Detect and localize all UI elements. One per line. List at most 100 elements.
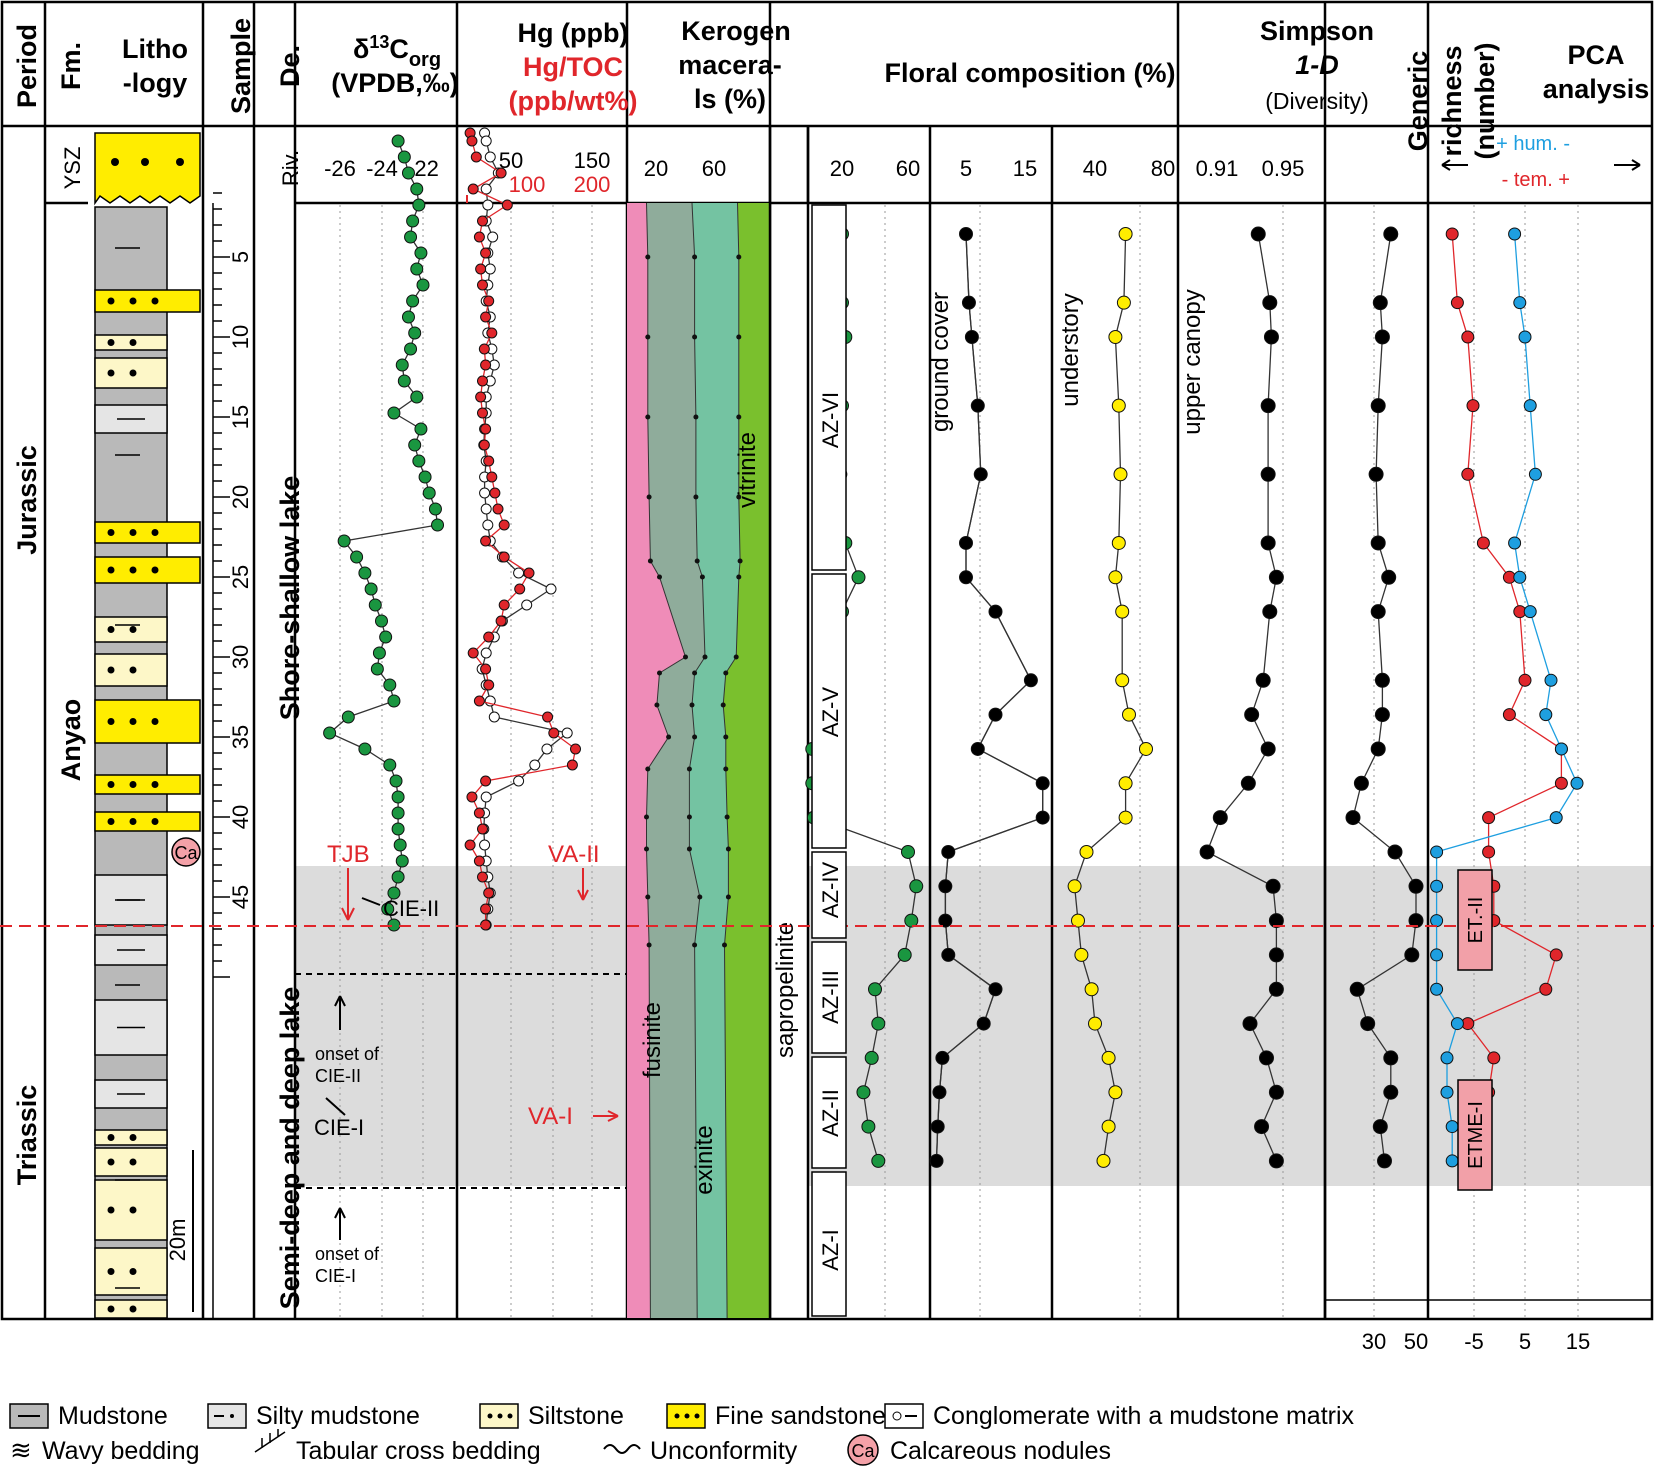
hgtoc-point <box>477 823 488 835</box>
upper-canopy-point <box>1101 1119 1116 1134</box>
hgtoc-tick-label: 100 <box>509 172 546 197</box>
kerogen-point <box>646 942 652 948</box>
hg-point <box>482 519 494 531</box>
litho-dot <box>107 718 115 725</box>
az-label: AZ-IV <box>818 862 843 919</box>
kerogen-point <box>647 558 653 564</box>
simpson-point <box>1263 329 1279 345</box>
pca-hum-label: + hum. - <box>1496 133 1570 155</box>
pca-temperature-point <box>1539 982 1553 996</box>
d13c-point <box>383 678 397 692</box>
simpson-tick-label: 0.95 <box>1262 156 1305 181</box>
cie1-label: CIE-I <box>314 1115 364 1140</box>
understory-point <box>941 844 956 859</box>
understory-point <box>1035 776 1050 791</box>
kerogen-point <box>720 702 726 708</box>
depo-shore: Shore-shallow lake <box>275 476 305 721</box>
va1-label: VA-I <box>528 1103 573 1130</box>
simpson-point <box>1260 466 1276 482</box>
d13c-point <box>358 742 372 756</box>
d13c-point <box>323 726 337 740</box>
header-generic-1: Generic <box>1403 51 1433 152</box>
hgtoc-point <box>466 791 478 803</box>
upper-canopy-point <box>1118 810 1133 825</box>
legend: Mudstone Silty mudstone Siltstone Fine sand… <box>9 1402 1355 1466</box>
sample-tick-label: 5 <box>228 251 253 263</box>
legend-sandstone-mark <box>684 1413 690 1419</box>
hgtoc-point <box>477 375 488 387</box>
simpson-point <box>1244 707 1260 723</box>
d13c-point <box>401 166 415 180</box>
scale-label: 20m <box>165 1219 190 1262</box>
d13c-point <box>414 246 428 260</box>
header-simpson-3: (Diversity) <box>1265 88 1369 114</box>
pca-tick-label: -5 <box>1464 1329 1484 1354</box>
kerogen-point <box>723 734 729 740</box>
generic-point <box>1383 1050 1399 1066</box>
d13c-point <box>372 646 386 660</box>
litho-dot <box>107 1134 115 1141</box>
generic-point <box>1374 329 1390 345</box>
hg-tick-label: 150 <box>574 148 611 173</box>
kerogen-point <box>724 814 730 820</box>
depo-semi: Semi-deep and deep lake <box>275 987 305 1310</box>
hgtoc-point <box>495 167 507 179</box>
generic-point <box>1377 1153 1392 1169</box>
pca-temperature-point <box>1466 399 1480 413</box>
d13c-tick-label: -26 <box>324 156 356 181</box>
header-row: Period Fm. Litho -logy Sample De. δ13Cor… <box>12 16 1649 160</box>
generic-point <box>1381 569 1397 585</box>
litho-dot <box>107 1206 115 1214</box>
hg-point <box>480 647 492 659</box>
ground-cover-point <box>909 879 924 894</box>
shaded-intervals <box>295 866 1652 1186</box>
hgtoc-point <box>480 423 492 435</box>
generic-point <box>1374 672 1390 688</box>
ground-cover-point <box>871 1153 886 1168</box>
d13c-point <box>397 374 411 388</box>
sample-tick-label: 15 <box>228 405 253 429</box>
upper-canopy-point <box>1108 570 1123 585</box>
hgtoc-point <box>498 519 510 531</box>
hgtoc-point <box>498 599 510 611</box>
kerogen-point <box>736 334 742 340</box>
header-litho-2: -logy <box>123 68 188 98</box>
hgtoc-point <box>498 551 510 563</box>
litho-layer <box>94 521 201 544</box>
fm-ysz: YSZ <box>60 147 85 190</box>
understory-point <box>929 1153 944 1168</box>
header-d13c-2: (VPDB,‰) <box>331 68 459 98</box>
kerogen-point <box>645 766 651 772</box>
upper-canopy-point <box>1115 673 1130 688</box>
upper-canopy-point <box>1122 707 1136 722</box>
floral-tick-label: 5 <box>960 156 972 181</box>
litho-dot <box>107 1268 115 1275</box>
simpson-point <box>1240 775 1256 791</box>
kerogen-point <box>733 654 739 660</box>
understory-point <box>970 398 985 413</box>
header-depo: De. <box>275 45 305 87</box>
kerogen-point <box>666 734 672 740</box>
ground-cover-point <box>864 1050 879 1065</box>
d13c-point <box>410 262 424 276</box>
hgtoc-point <box>480 359 492 371</box>
d13c-point <box>418 470 432 484</box>
ground-cover-point <box>861 1119 876 1134</box>
hgtoc-point <box>477 871 488 883</box>
hgtoc-point <box>473 231 485 243</box>
litho-dot <box>107 1158 115 1166</box>
header-simpson-2: 1-D <box>1295 50 1339 80</box>
header-generic-3: (number) <box>1470 43 1500 160</box>
hg-point <box>513 567 525 579</box>
hgtoc-point <box>548 727 560 739</box>
pca-humidity-point <box>1513 570 1527 584</box>
d13c-point <box>408 438 422 452</box>
kerogen-point <box>645 254 651 260</box>
kerogen-point <box>644 846 649 852</box>
d13c-point <box>414 422 428 436</box>
header-period: Period <box>12 24 42 108</box>
cie1-arrow <box>325 1097 346 1116</box>
hg-point <box>545 583 557 595</box>
shade-floral <box>808 866 1178 1186</box>
kerogen-point <box>683 654 688 660</box>
